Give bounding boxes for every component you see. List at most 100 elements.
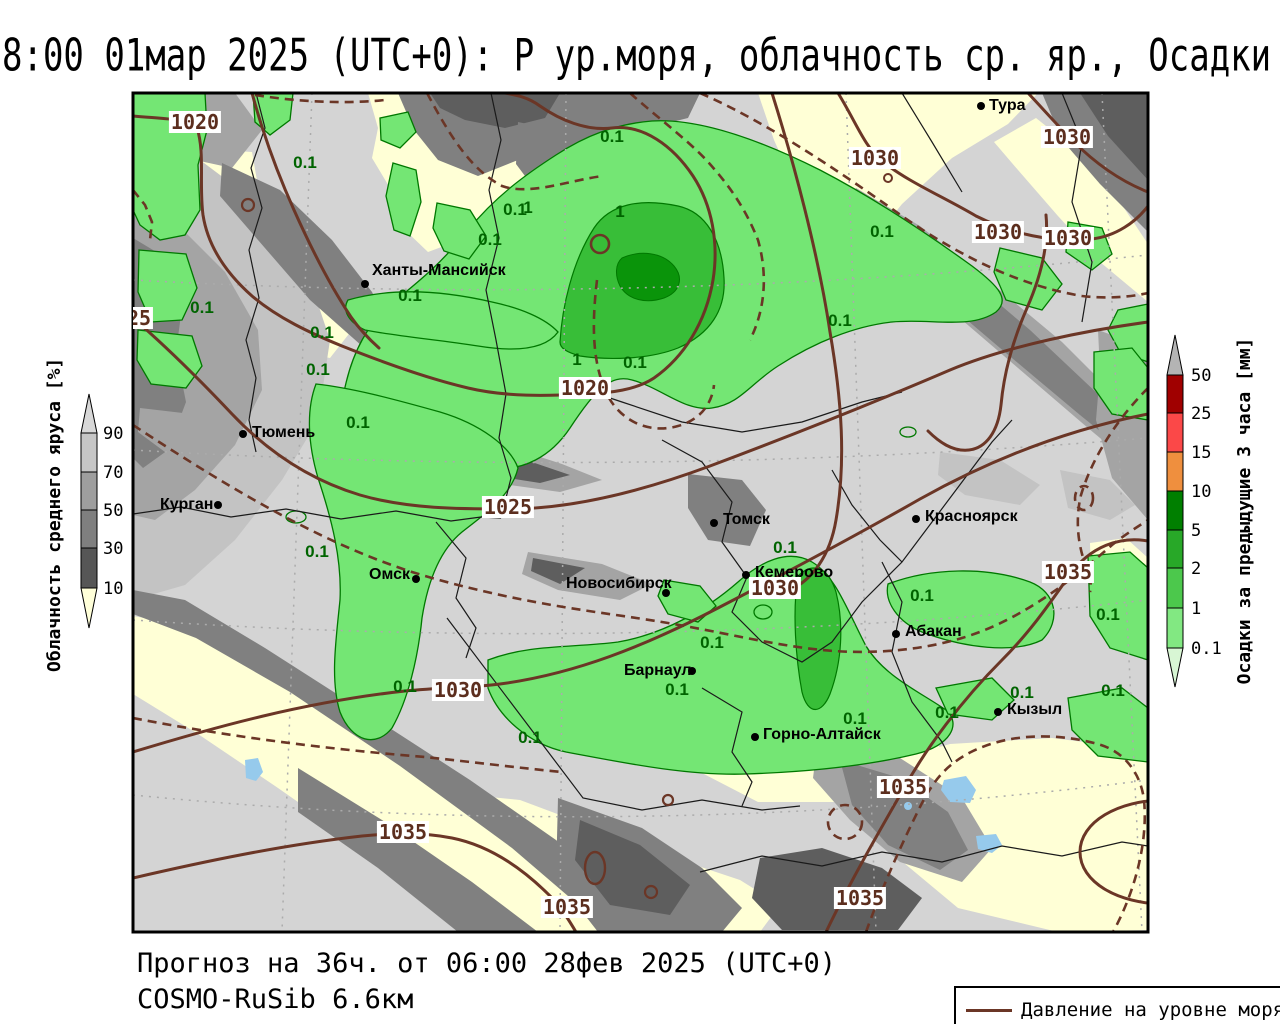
colorbar-tick-label: 5 <box>1191 521 1201 541</box>
city-label: Тура <box>989 97 1026 114</box>
city-label: Кызыл <box>1007 701 1063 718</box>
isobar-layer-shape <box>589 233 611 255</box>
city-label: Новосибирск <box>566 575 672 592</box>
region-border-layer-shape <box>699 841 1148 873</box>
city-label: Кемерово <box>755 564 834 581</box>
forecast-info-line: Прогноз на 36ч. от 06:00 28фев 2025 (UTC… <box>137 948 836 979</box>
region-border-layer-shape <box>485 93 512 519</box>
pressure-label: 25 <box>133 307 154 329</box>
pressure-label: 1035 <box>376 820 430 844</box>
precipitation-layer-shape <box>137 249 198 323</box>
region-border-layer-shape <box>701 687 753 807</box>
isobar-layer-shape <box>133 316 1148 511</box>
cloud-layer-shape <box>531 558 585 584</box>
city-label: Горно-Алтайск <box>763 726 881 743</box>
precip-label: 0.1 <box>305 542 329 561</box>
isobar-layer-shape <box>133 716 563 774</box>
cloud-layer-shape <box>840 760 968 870</box>
isobar-layer-shape <box>826 803 864 841</box>
colorbar-tick-label: 25 <box>1191 404 1211 424</box>
precip-label: 0.1 <box>310 323 334 342</box>
precip-label: 0.1 <box>1010 683 1034 702</box>
colorbar-tick-label: 70 <box>103 463 123 483</box>
colorbar-arrow-top <box>80 393 98 434</box>
colorbar-segment <box>80 547 98 589</box>
pressure-label: 1030 <box>431 678 485 702</box>
city-label: Красноярск <box>925 508 1018 525</box>
city-label: Ханты-Мансийск <box>372 262 506 279</box>
precip-label: 0.1 <box>700 633 724 652</box>
colorbar-segment <box>1166 607 1184 649</box>
city-label: Абакан <box>905 623 962 640</box>
colorbar-segment <box>1166 529 1184 569</box>
city-label: Омск <box>369 566 410 583</box>
region-border-layer-shape <box>435 521 477 659</box>
pressure-line-sample <box>966 1008 1012 1012</box>
precipitation-layer-shape <box>657 579 717 623</box>
precip-label: 1 <box>523 198 533 217</box>
precip-label: 0.1 <box>478 230 502 249</box>
precip-label: 0.1 <box>346 413 370 432</box>
colorbar-segment <box>80 432 98 473</box>
precipitation-layer-shape <box>136 329 203 389</box>
precip-label: 0.1 <box>773 538 797 557</box>
cloud-layer-shape <box>298 768 538 932</box>
precip-label: 0.1 <box>870 222 894 241</box>
precipitation-layer-shape <box>432 202 487 260</box>
precip-label: 0.1 <box>306 360 330 379</box>
city-label: Барнаул <box>624 662 692 679</box>
region-border-layer-shape <box>901 93 963 193</box>
pressure-label: 1030 <box>1040 125 1094 149</box>
cloud-layer-shape <box>138 408 232 458</box>
page-title: 8:00 01мар 2025 (UTC+0): P ур.моря, обла… <box>2 30 1272 82</box>
precip-label: 0.1 <box>935 703 959 722</box>
region-border-layer-shape <box>133 506 502 522</box>
precipitation-layer-shape <box>886 570 1055 649</box>
pressure-label: 1025 <box>481 495 535 519</box>
precip-label: 1 <box>572 350 582 369</box>
colorbar-segment <box>80 509 98 549</box>
isobar-layer-shape <box>250 93 381 350</box>
isobar-layer-shape <box>770 93 844 592</box>
colorbar-cloudiness: 90 70 50 30 10 <box>80 393 123 629</box>
city-dot <box>710 519 718 527</box>
precipitation-layer-shape <box>794 567 842 711</box>
colorbar-tick-label: 50 <box>1191 366 1211 386</box>
precip-label: 0.1 <box>1096 605 1120 624</box>
isobar-layer-shape <box>1073 484 1095 512</box>
pressure-label: 1035 <box>833 886 887 910</box>
isobar-layer-shape <box>926 213 1049 452</box>
pressure-label: 1030 <box>1041 226 1095 250</box>
city-dot <box>912 515 920 523</box>
model-info-line: COSMO-RuSib 6.6км <box>137 984 414 1015</box>
precipitation-layer-shape <box>1087 551 1148 661</box>
isobar-layer-shape <box>1078 799 1148 905</box>
precip-label: 0.1 <box>828 311 852 330</box>
precip-label: 0.1 <box>910 586 934 605</box>
pressure-legend-box: Давление на уровне моря <box>954 986 1280 1024</box>
isobar-layer-shape <box>254 93 386 104</box>
city-label: Курган <box>160 496 214 513</box>
precip-label: 0.1 <box>293 153 317 172</box>
colorbar-tick-label: 1 <box>1191 599 1201 619</box>
cloud-layer-shape <box>688 474 766 546</box>
city-label: Томск <box>723 511 770 528</box>
precip-label: 0.1 <box>843 709 867 728</box>
colorbar-tick-label: 30 <box>103 539 123 559</box>
cloud-layer-shape <box>133 590 636 932</box>
colorbar-segment <box>80 471 98 511</box>
isobar-layer-shape <box>425 93 604 191</box>
city-dot <box>751 733 759 741</box>
colorbar-tick-label: 10 <box>103 579 123 599</box>
pressure-label: 1030 <box>748 576 802 600</box>
precip-label: 0.1 <box>398 286 422 305</box>
precip-label: 0.1 <box>393 677 417 696</box>
city-dot <box>688 667 696 675</box>
colorbar-arrow-bottom <box>80 587 98 629</box>
colorbar-arrow-bottom <box>1166 647 1184 688</box>
isobar-layer-shape <box>643 884 659 900</box>
pressure-label: 1030 <box>848 146 902 170</box>
pressure-label: 1035 <box>1041 560 1095 584</box>
colorbar-right-title: Осадки за предыдущие 3 часа [мм] <box>1234 337 1255 685</box>
map-frame <box>131 91 1150 934</box>
